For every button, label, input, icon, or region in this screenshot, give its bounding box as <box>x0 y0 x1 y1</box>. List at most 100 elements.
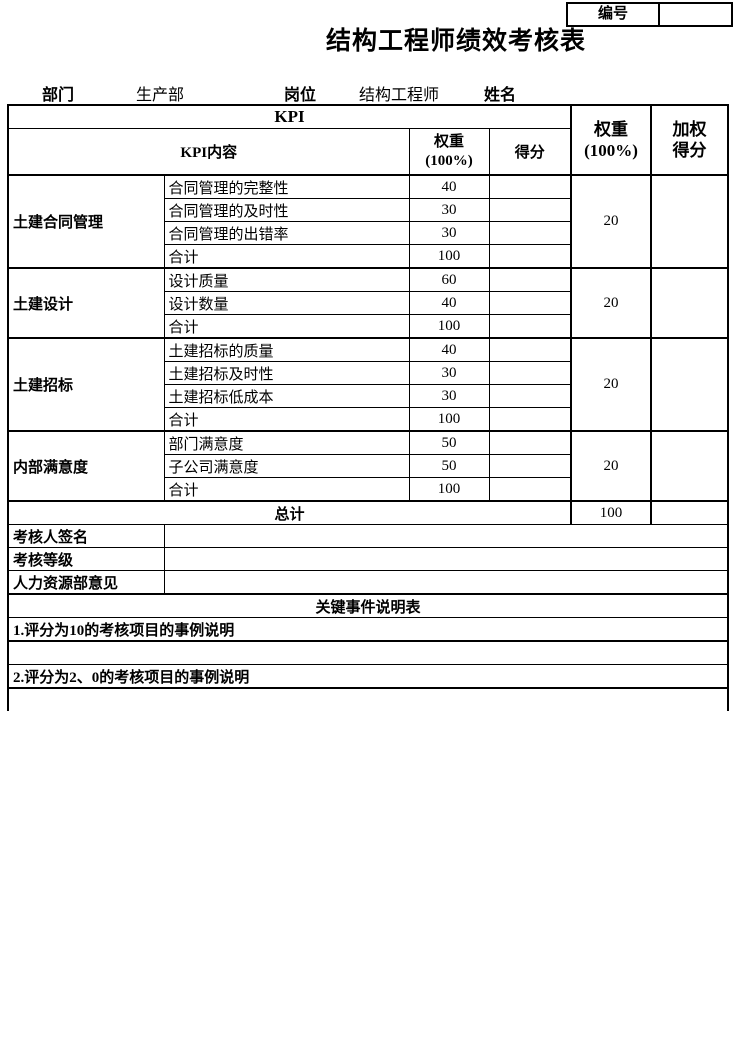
kpi-item-score-cell[interactable] <box>488 198 572 222</box>
position-label: 岗位 <box>284 87 317 104</box>
kpi-subtotal-label: 合计 <box>163 477 410 502</box>
total-weight-value: 100 <box>570 500 652 525</box>
kpi-item-label: 设计质量 <box>163 267 410 292</box>
table-row: 合计 100 <box>8 407 728 432</box>
section2-content-area[interactable] <box>7 687 729 711</box>
signer-value-cell[interactable] <box>163 524 729 548</box>
kpi-subtotal-score-cell[interactable] <box>488 314 572 339</box>
kpi-subtotal-score-cell[interactable] <box>488 477 572 502</box>
kpi-item-label: 部门满意度 <box>163 430 410 455</box>
kpi-item-label: 子公司满意度 <box>163 454 410 478</box>
department-value: 生产部 <box>136 87 185 104</box>
table-row: 土建招标及时性 30 <box>8 361 728 385</box>
table-row: 合同管理的及时性 30 <box>8 198 728 222</box>
info-row: 部门 生产部 岗位 结构工程师 姓名 <box>0 81 734 104</box>
grade-label: 考核等级 <box>7 547 165 571</box>
kpi-subtotal-weight: 100 <box>408 477 490 502</box>
hr-opinion-row: 人力资源部意见 <box>7 570 729 595</box>
kpi-group-weight: 20 <box>570 337 652 432</box>
total-row: 总计 100 <box>7 500 729 525</box>
kpi-subtotal-score-cell[interactable] <box>488 244 572 269</box>
kpi-group-weighted-score-cell[interactable] <box>650 430 729 502</box>
kpi-group-weight: 20 <box>570 267 652 339</box>
weight-header: 权重 (100%) <box>408 128 490 176</box>
kpi-item-label: 合同管理的及时性 <box>163 198 410 222</box>
table-row: 设计数量 40 <box>8 291 728 315</box>
kpi-item-label: 土建招标的质量 <box>163 337 410 362</box>
table-row: 合计 100 <box>8 477 728 502</box>
key-events-title-row: 关键事件说明表 <box>7 593 729 618</box>
weight-header-line2: (100%) <box>425 152 473 169</box>
table-row: 土建合同管理 合同管理的完整性 40 20 <box>7 174 729 269</box>
score-header: 得分 <box>488 128 572 176</box>
kpi-item-label: 设计数量 <box>163 291 410 315</box>
kpi-group-weighted-score-cell[interactable] <box>650 267 729 339</box>
kpi-item-score-cell[interactable] <box>488 291 572 315</box>
kpi-item-score-cell[interactable] <box>488 337 572 362</box>
kpi-item-score-cell[interactable] <box>488 454 572 478</box>
kpi-group-weighted-score-cell[interactable] <box>650 337 729 432</box>
kpi-item-weight: 30 <box>408 384 490 408</box>
weighted-score-header-line1: 加权 <box>672 119 707 139</box>
kpi-item-weight: 60 <box>408 267 490 292</box>
table-row: 合计 100 <box>8 244 728 269</box>
kpi-item-score-cell[interactable] <box>488 221 572 245</box>
kpi-group-weighted-score-cell[interactable] <box>650 174 729 269</box>
hr-opinion-value-cell[interactable] <box>163 570 729 595</box>
weighted-score-header: 加权 得分 <box>650 104 729 176</box>
kpi-subtotal-weight: 100 <box>408 244 490 269</box>
weighted-score-header-line2: 得分 <box>672 141 707 160</box>
kpi-subtotal-label: 合计 <box>163 407 410 432</box>
total-weight-header-line2: (100%) <box>584 141 638 160</box>
doc-number-label: 编号 <box>568 4 660 25</box>
kpi-category: 内部满意度 <box>7 430 165 502</box>
kpi-item-score-cell[interactable] <box>488 384 572 408</box>
kpi-subtotal-label: 合计 <box>163 314 410 339</box>
kpi-subtotal-score-cell[interactable] <box>488 407 572 432</box>
kpi-item-score-cell[interactable] <box>488 174 572 199</box>
total-label: 总计 <box>7 500 572 525</box>
kpi-subtotal-weight: 100 <box>408 314 490 339</box>
kpi-item-weight: 40 <box>408 291 490 315</box>
kpi-item-weight: 30 <box>408 221 490 245</box>
name-label: 姓名 <box>484 87 517 104</box>
kpi-item-label: 合同管理的出错率 <box>163 221 410 245</box>
table-row: 内部满意度 部门满意度 50 20 <box>7 430 729 502</box>
kpi-item-weight: 30 <box>408 361 490 385</box>
kpi-category: 土建招标 <box>7 337 165 432</box>
kpi-item-score-cell[interactable] <box>488 267 572 292</box>
table-row: 子公司满意度 50 <box>8 454 728 478</box>
table-row: 土建设计 设计质量 60 20 <box>7 267 729 339</box>
key-events-title: 关键事件说明表 <box>7 593 729 618</box>
signer-row: 考核人签名 <box>7 524 729 548</box>
position-value: 结构工程师 <box>359 87 440 104</box>
total-weight-header: 权重 (100%) <box>570 104 652 176</box>
kpi-header: KPI <box>7 104 572 129</box>
kpi-item-label: 土建招标低成本 <box>163 384 410 408</box>
kpi-item-score-cell[interactable] <box>488 361 572 385</box>
page-title: 结构工程师绩效考核表 <box>326 28 587 55</box>
kpi-category: 土建合同管理 <box>7 174 165 269</box>
grade-value-cell[interactable] <box>163 547 729 571</box>
kpi-subtotal-label: 合计 <box>163 244 410 269</box>
signer-label: 考核人签名 <box>7 524 165 548</box>
kpi-item-weight: 40 <box>408 174 490 199</box>
table-row: 合同管理的出错率 30 <box>8 221 728 245</box>
kpi-item-label: 土建招标及时性 <box>163 361 410 385</box>
section1-title-row: 1.评分为10的考核项目的事例说明 <box>7 617 729 642</box>
section1-title: 1.评分为10的考核项目的事例说明 <box>7 617 729 642</box>
table-row: 合计 100 <box>8 314 728 339</box>
kpi-group-weight: 20 <box>570 430 652 502</box>
kpi-item-score-cell[interactable] <box>488 430 572 455</box>
department-label: 部门 <box>42 87 75 104</box>
table-row: 土建招标 土建招标的质量 40 20 <box>7 337 729 432</box>
section1-content-area[interactable] <box>7 640 729 665</box>
grade-row: 考核等级 <box>7 547 729 571</box>
doc-number-box: 编号 <box>566 2 733 27</box>
section2-title-row: 2.评分为2、0的考核项目的事例说明 <box>7 664 729 689</box>
total-weighted-score-cell[interactable] <box>650 500 729 525</box>
kpi-group-weight: 20 <box>570 174 652 269</box>
kpi-category: 土建设计 <box>7 267 165 339</box>
doc-number-value-cell[interactable] <box>660 4 731 25</box>
